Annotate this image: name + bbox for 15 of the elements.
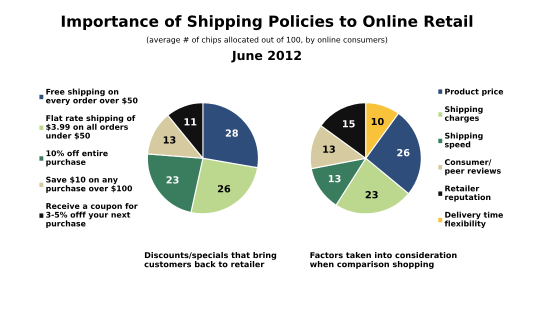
data-label: 15 [342, 120, 355, 128]
data-label: 13 [323, 146, 335, 153]
data-label: 23 [366, 191, 378, 198]
data-label: 23 [166, 176, 179, 184]
chart-title: Importance of Shipping Policies to Online Retail [62, 15, 472, 30]
data-label: 13 [328, 174, 341, 182]
data-label: 13 [164, 136, 176, 144]
text: June 2012 [231, 50, 301, 62]
text: Factors taken into consideration when comparison shopping [310, 252, 457, 269]
data-label: 28 [226, 129, 238, 137]
data-label: 10 [372, 118, 384, 126]
data-label: 26 [218, 185, 230, 192]
text: Discounts/specials that bring customers back to retailer [144, 252, 276, 268]
data-label: 11 [184, 118, 196, 126]
data-label: 26 [397, 149, 410, 156]
